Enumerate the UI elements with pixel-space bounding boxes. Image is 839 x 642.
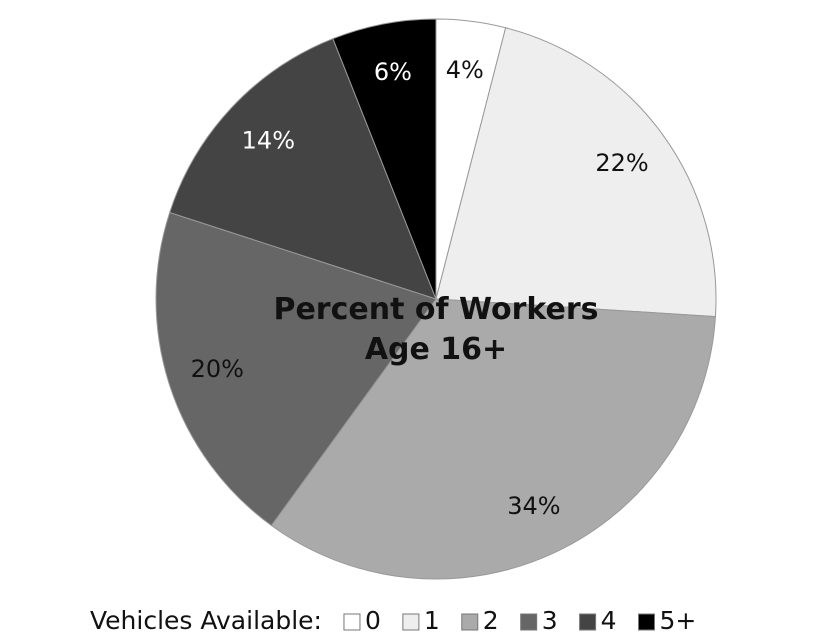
pie-slice <box>332 18 437 300</box>
legend-label: 1 <box>424 606 440 635</box>
legend-label: 4 <box>601 606 617 635</box>
legend-swatch <box>520 613 538 631</box>
legend-label: 5+ <box>660 606 697 635</box>
legend-swatch <box>579 613 597 631</box>
data-label: 20% <box>191 355 244 383</box>
data-label: 34% <box>507 492 560 520</box>
data-label: 6% <box>374 58 412 86</box>
data-label: 4% <box>446 56 484 84</box>
legend-label: 0 <box>365 606 381 635</box>
legend-swatch <box>638 613 655 631</box>
data-label: 22% <box>595 149 648 177</box>
legend-label: 2 <box>483 606 499 635</box>
legend-swatch <box>402 613 420 631</box>
pie-slice <box>270 298 716 580</box>
legend-label: 3 <box>542 606 558 635</box>
legend-swatch <box>461 613 479 631</box>
pie-slice <box>169 38 437 300</box>
pie-slice <box>155 211 437 527</box>
data-label: 14% <box>242 127 295 155</box>
pie-slice <box>435 27 717 318</box>
chart-title: Percent of Workers Age 16+ <box>273 292 599 367</box>
legend-swatch <box>343 613 361 631</box>
legend-title: Vehicles Available: <box>90 606 322 635</box>
